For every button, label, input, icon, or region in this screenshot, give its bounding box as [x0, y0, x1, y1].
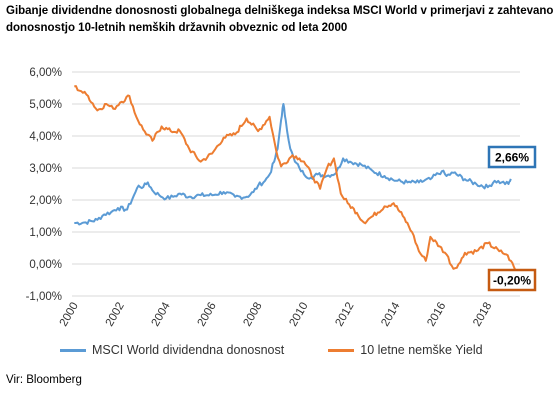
legend-label-msci: MSCI World dividendna donosnost	[92, 343, 285, 357]
chart-title: Gibanje dividendne donosnosti globalnega…	[6, 5, 554, 34]
legend: MSCI World dividendna donosnost 10 letne…	[60, 343, 527, 357]
legend-swatch-msci	[60, 348, 86, 352]
series-line-bund	[74, 85, 517, 271]
y-tick-label-0: -1,00%	[26, 291, 62, 303]
legend-swatch-bund	[328, 348, 355, 352]
series-lines	[74, 85, 517, 271]
x-tick-label-6: 2012	[333, 301, 356, 329]
y-axis-tick-labels: -1,00% 0,00% 1,00% 2,00% 3,00% 4,00% 5,00% 6,00…	[26, 67, 62, 303]
x-axis-tick-labels: 2000 2002 2004 2006 2008 2010 2012 2014 2016 2018	[58, 300, 495, 329]
x-tick-label-9: 2018	[471, 301, 494, 329]
y-tick-label-4: 3,00%	[29, 163, 62, 175]
y-tick-label-6: 5,00%	[29, 99, 62, 111]
callouts: 2,66% -0,20%	[487, 145, 537, 292]
gridlines	[72, 71, 520, 297]
x-tick-label-1: 2002	[104, 301, 127, 329]
legend-item-msci: MSCI World dividendna donosnost	[60, 343, 284, 357]
x-tick-label-2: 2004	[150, 300, 173, 329]
y-tick-label-2: 1,00%	[29, 227, 62, 239]
x-tick-label-8: 2016	[425, 301, 448, 329]
callout-msci-box	[487, 145, 537, 169]
legend-item-bund: 10 letne nemške Yield	[328, 343, 483, 357]
y-tick-label-7: 6,00%	[29, 67, 62, 79]
x-tick-label-7: 2014	[379, 300, 402, 329]
x-tick-label-0: 2000	[58, 301, 81, 329]
x-tick-label-4: 2008	[242, 301, 265, 329]
legend-label-bund: 10 letne nemške Yield	[360, 343, 483, 357]
callout-bund-label: -0,20%	[493, 274, 531, 288]
source-note: Vir: Bloomberg	[6, 374, 82, 386]
y-tick-label-1: 0,00%	[29, 259, 62, 271]
callout-bund-box	[487, 268, 537, 292]
callout-msci-label: 2,66%	[495, 151, 529, 165]
series-line-msci	[74, 103, 512, 226]
y-tick-label-5: 4,00%	[29, 131, 62, 143]
y-tick-label-3: 2,00%	[29, 195, 62, 207]
x-tick-label-3: 2006	[196, 301, 219, 329]
x-tick-label-5: 2010	[287, 301, 310, 329]
